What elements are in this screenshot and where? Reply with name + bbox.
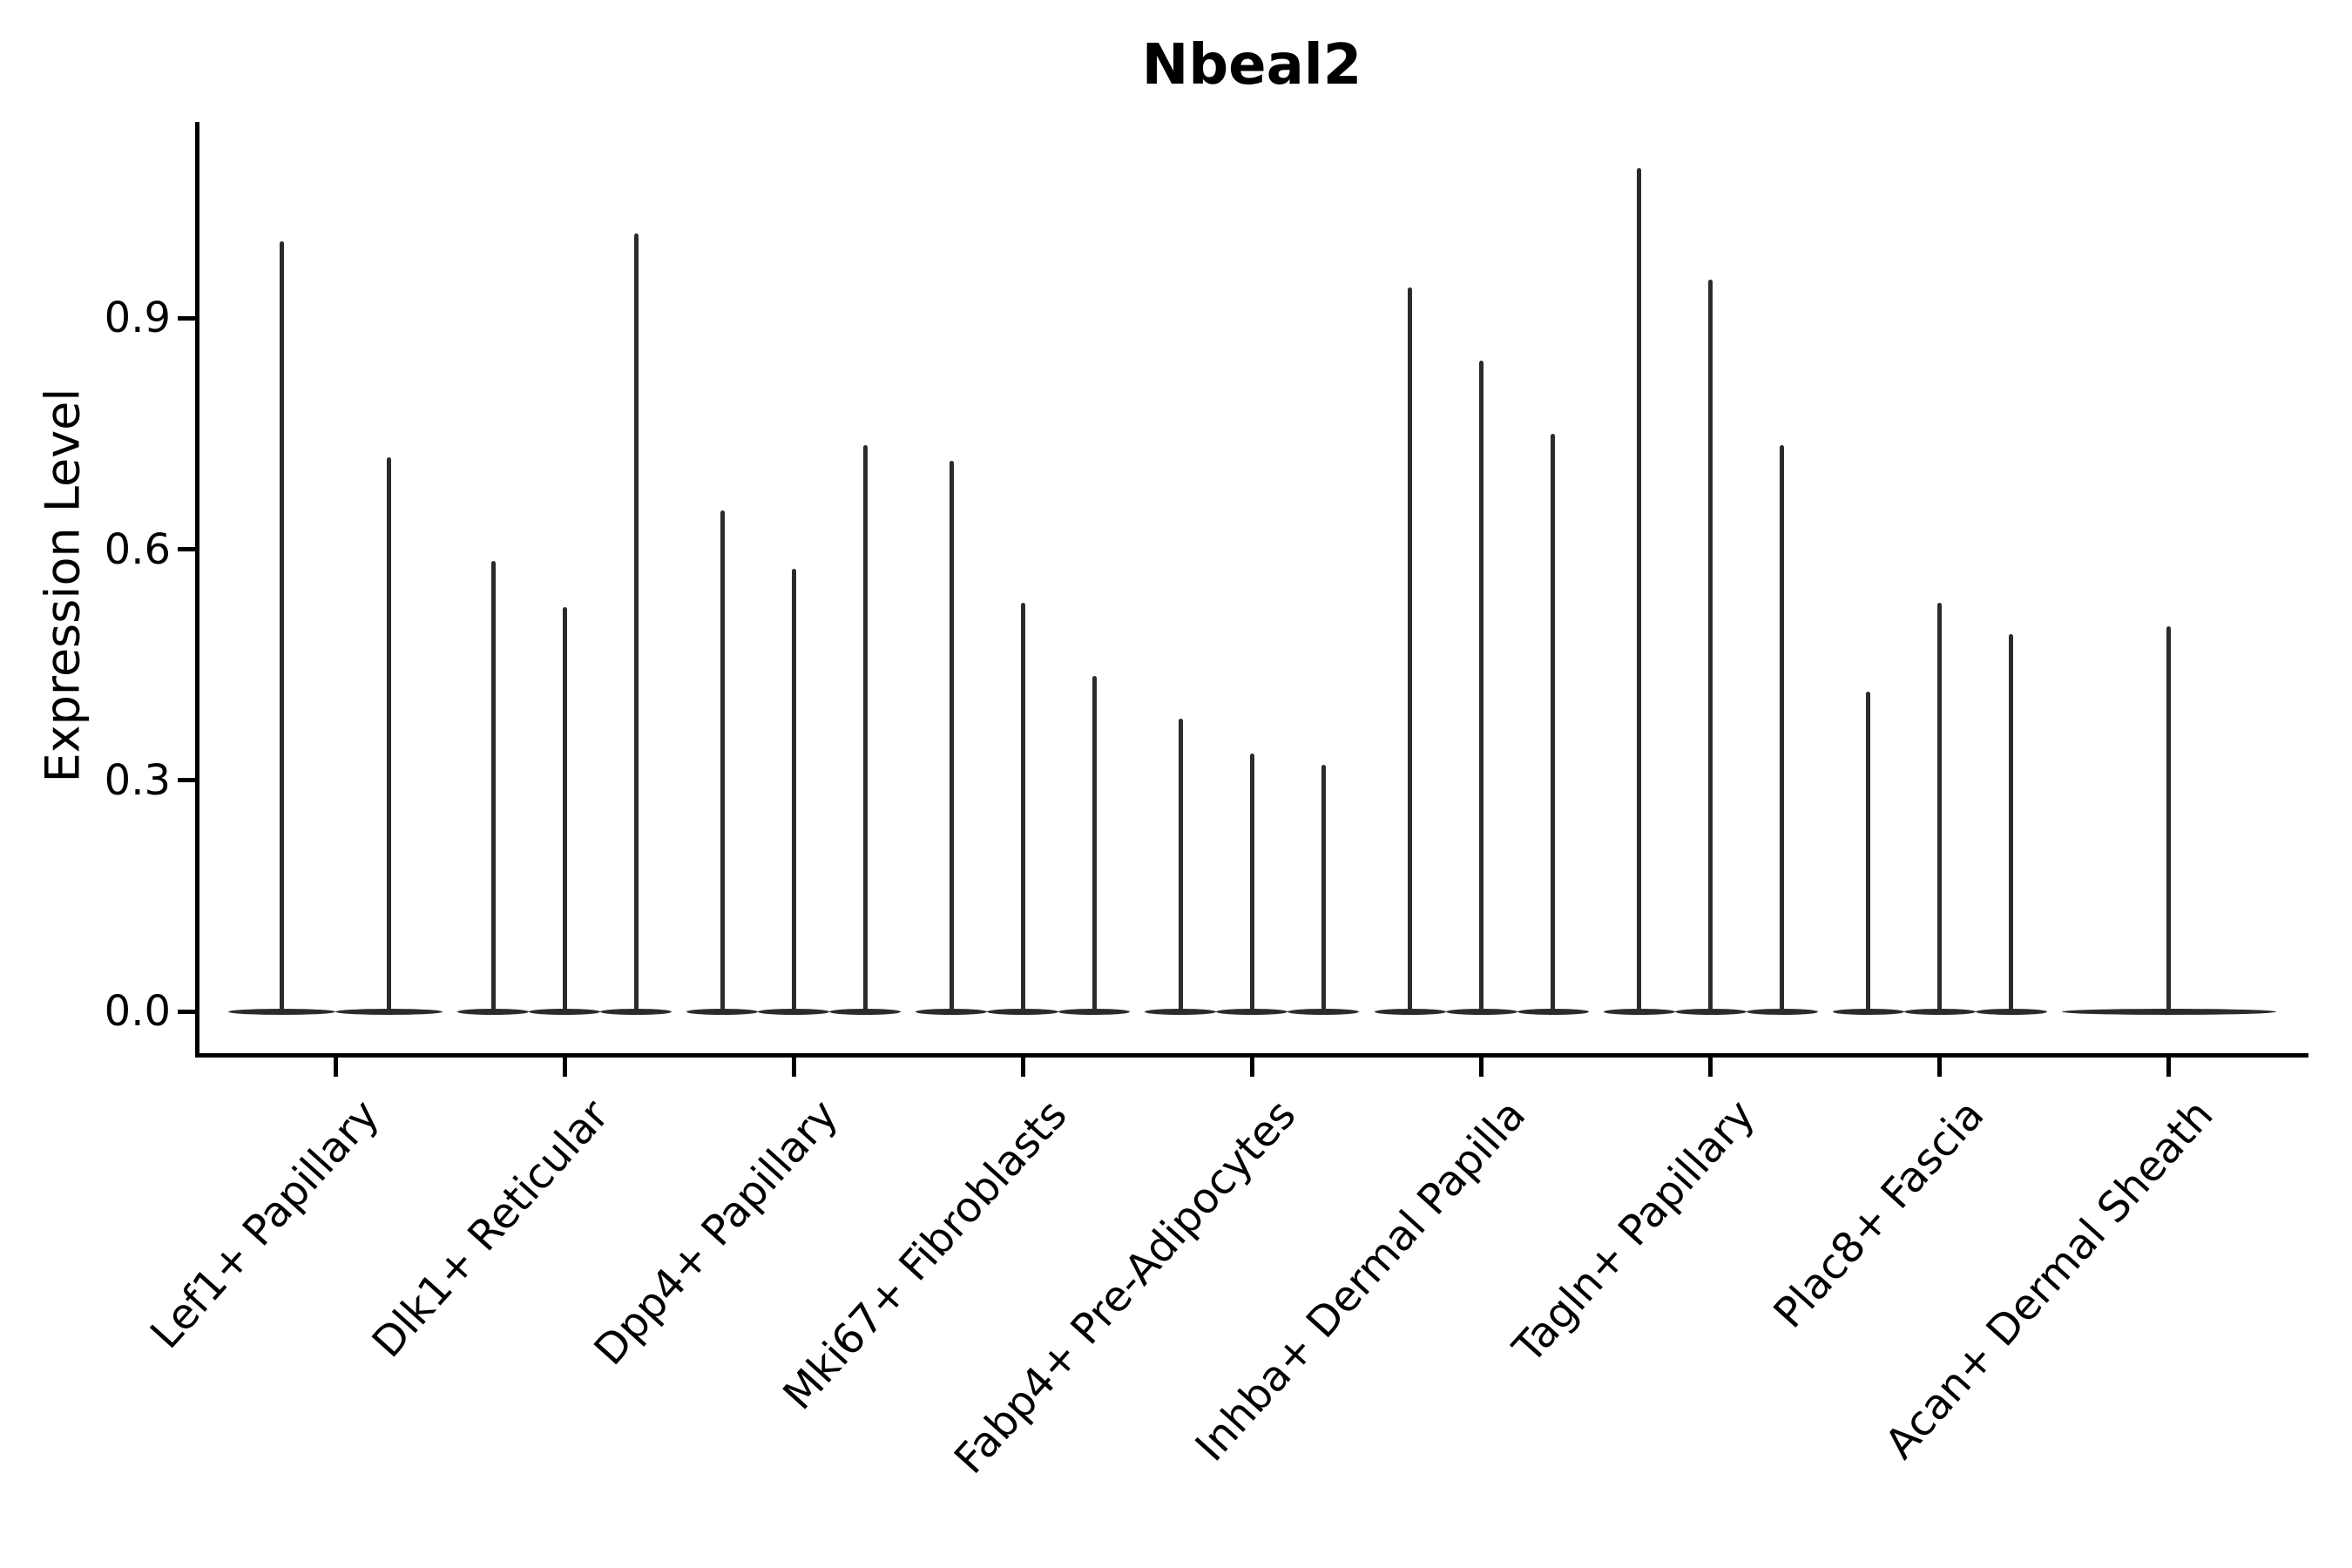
violin-base	[1903, 1008, 1976, 1015]
violin-spike	[1780, 445, 1785, 1011]
violin-base	[2061, 1008, 2276, 1015]
violin-spike	[862, 445, 868, 1011]
violin-spike	[387, 456, 391, 1011]
violin-base	[529, 1008, 601, 1015]
x-tick-label: Dlk1+ Reticular	[362, 1091, 618, 1368]
violin-base	[457, 1008, 530, 1015]
violin-base	[600, 1008, 672, 1015]
x-tick	[333, 1058, 338, 1077]
x-tick	[1937, 1058, 1943, 1077]
x-tick	[1249, 1058, 1254, 1077]
chart-title: Nbeal2	[1141, 33, 1362, 98]
y-tick	[178, 778, 195, 783]
y-tick-label: 0.6	[104, 524, 171, 574]
y-axis-spine	[195, 122, 199, 1058]
violin-base	[1517, 1008, 1589, 1015]
violin-spike	[1020, 603, 1025, 1011]
violin-base	[1746, 1008, 1818, 1015]
violin-base	[1288, 1008, 1360, 1015]
x-tick	[1479, 1058, 1484, 1077]
violin-base	[686, 1008, 759, 1015]
violin-base	[1674, 1008, 1747, 1015]
y-tick	[178, 315, 195, 321]
violin-base	[1445, 1008, 1517, 1015]
y-tick	[178, 1009, 195, 1014]
violin-spike	[490, 560, 496, 1011]
violin-spike	[562, 606, 567, 1011]
x-tick	[2166, 1058, 2172, 1077]
x-tick	[791, 1058, 796, 1077]
violin-spike	[2166, 626, 2172, 1011]
violin-spike	[1479, 361, 1484, 1011]
violin-base	[1058, 1008, 1131, 1015]
violin-spike	[1408, 287, 1412, 1011]
y-tick-label: 0.0	[104, 987, 171, 1036]
violin-spike	[1637, 168, 1642, 1011]
violin-base	[1216, 1008, 1288, 1015]
violin-spike	[633, 233, 639, 1011]
violin-base	[987, 1008, 1059, 1015]
violin-spike	[1708, 280, 1713, 1011]
violin-spike	[1937, 603, 1943, 1011]
violin-spike	[1866, 692, 1871, 1011]
violin-base	[1832, 1008, 1904, 1015]
violin-spike	[720, 510, 725, 1011]
violin-base	[1603, 1008, 1675, 1015]
violin-spike	[1321, 765, 1326, 1011]
violin-spike	[1092, 676, 1097, 1011]
violin-spike	[949, 460, 954, 1011]
x-tick-label: Dpp4+ Papillary	[585, 1091, 848, 1375]
violin-base	[228, 1008, 335, 1015]
violin-base	[1374, 1008, 1446, 1015]
x-tick-label: Plac8+ Fascia	[1764, 1091, 1994, 1338]
x-axis-spine	[195, 1053, 2308, 1058]
violin-spike	[1178, 719, 1183, 1011]
violin-spike	[1551, 434, 1555, 1011]
violin-base	[758, 1008, 830, 1015]
violin-spike	[791, 568, 796, 1011]
y-tick-label: 0.3	[104, 755, 171, 805]
y-tick	[178, 547, 195, 552]
x-tick	[562, 1058, 567, 1077]
violin-spike	[2009, 633, 2014, 1011]
x-tick	[1020, 1058, 1025, 1077]
violin-spike	[1249, 753, 1254, 1011]
x-tick-label: Lef1+ Papillary	[141, 1091, 389, 1358]
x-tick-label: Tagln+ Papillary	[1504, 1091, 1765, 1373]
y-tick-label: 0.9	[104, 294, 171, 343]
violin-base	[829, 1008, 902, 1015]
y-axis-label: Expression Level	[35, 388, 91, 783]
violin-spike	[280, 241, 284, 1011]
violin-base	[1145, 1008, 1217, 1015]
violin-base	[916, 1008, 988, 1015]
violin-base	[1975, 1008, 2047, 1015]
violin-base	[335, 1008, 443, 1015]
x-tick	[1708, 1058, 1713, 1077]
